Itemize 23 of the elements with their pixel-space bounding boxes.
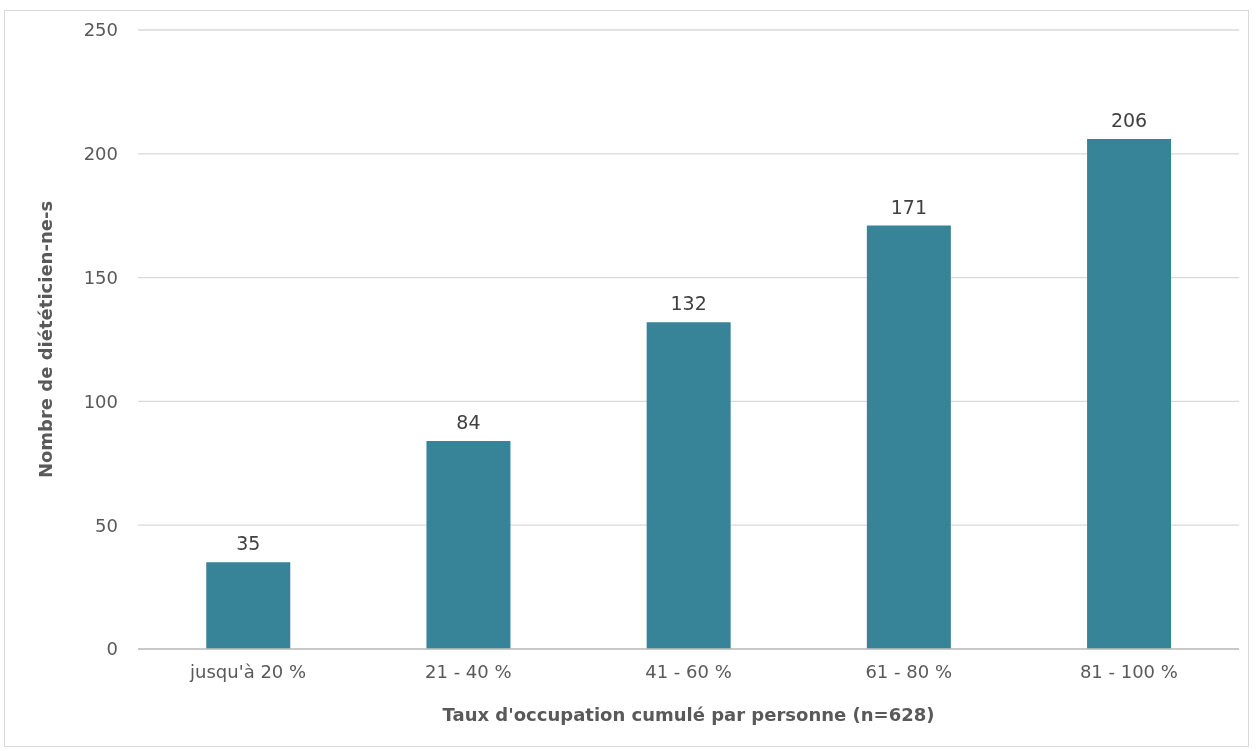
data-label: 132 [670,292,707,315]
x-tick-label: 61 - 80 % [865,660,952,682]
y-tick-label: 50 [95,514,118,536]
y-tick-label: 200 [83,143,118,165]
bar [426,441,511,649]
bar [646,322,731,649]
y-tick-label: 250 [83,19,118,41]
y-tick-label: 150 [83,266,118,288]
x-tick-label: 81 - 100 % [1079,660,1178,682]
data-label: 84 [456,411,481,434]
bar [206,562,291,649]
bar [1087,138,1172,649]
y-tick-label: 100 [83,390,118,412]
data-label: 35 [236,532,261,555]
x-tick-label: 41 - 60 % [645,660,732,682]
data-label: 206 [1110,108,1148,131]
y-axis-title: Nombre de diététicien-ne-s [35,200,57,479]
x-axis-title: Taux d'occupation cumulé par personne (n=628) [442,704,935,725]
x-tick-label: jusqu'à 20 % [189,660,307,682]
bar [866,225,951,649]
x-tick-label: 21 - 40 % [425,660,512,682]
data-label: 171 [890,195,927,218]
y-tick-label: 0 [106,638,118,660]
